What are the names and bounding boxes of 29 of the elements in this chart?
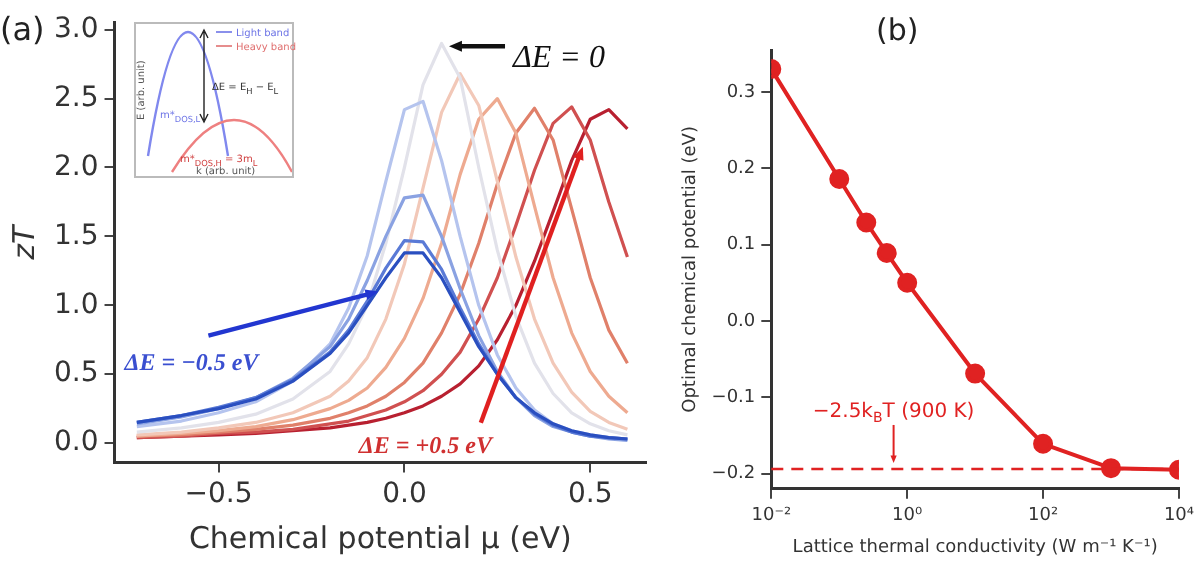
annotation: ΔE = 0 bbox=[511, 40, 605, 75]
y-axis-title: zT bbox=[5, 221, 42, 262]
x-tick-label: 0.5 bbox=[567, 478, 613, 511]
y-tick-label: 1.0 bbox=[54, 288, 99, 321]
x-tick-label: 10² bbox=[1028, 506, 1059, 527]
x-axis-title: Chemical potential μ (eV) bbox=[188, 519, 572, 556]
y-tick-label: −0.1 bbox=[711, 387, 756, 408]
x-tick-label: 10⁰ bbox=[892, 506, 924, 527]
annotation: ΔE = −0.5 eV bbox=[122, 347, 261, 376]
x-tick-label: 0.0 bbox=[382, 478, 427, 511]
y-tick-label: 3.0 bbox=[54, 12, 99, 45]
y-tick-label: 0.0 bbox=[726, 311, 756, 332]
x-tick-label: 10⁻² bbox=[751, 506, 792, 527]
x-axis-title: Lattice thermal conductivity (W m⁻¹ K⁻¹) bbox=[792, 537, 1158, 558]
y-tick-label: −0.2 bbox=[711, 464, 756, 485]
y-tick-label: 0.1 bbox=[726, 235, 756, 256]
annotation: ΔE = +0.5 eV bbox=[356, 431, 494, 460]
y-tick-label: 2.0 bbox=[54, 150, 99, 183]
chart-title: (a) bbox=[0, 10, 45, 48]
y-tick-label: 0.0 bbox=[54, 426, 99, 459]
y-tick-label: 0.5 bbox=[54, 357, 99, 390]
y-tick-label: 1.5 bbox=[54, 219, 99, 252]
x-tick-label: 10⁴ bbox=[1163, 506, 1195, 527]
y-axis-title: Optimal chemical potential (eV) bbox=[681, 126, 702, 413]
y-tick-label: 0.3 bbox=[726, 82, 756, 103]
y-tick-label: 0.2 bbox=[726, 158, 756, 179]
y-tick-label: 2.5 bbox=[54, 81, 99, 114]
chart-title: (b) bbox=[876, 12, 919, 48]
x-tick-label: −0.5 bbox=[184, 478, 253, 511]
